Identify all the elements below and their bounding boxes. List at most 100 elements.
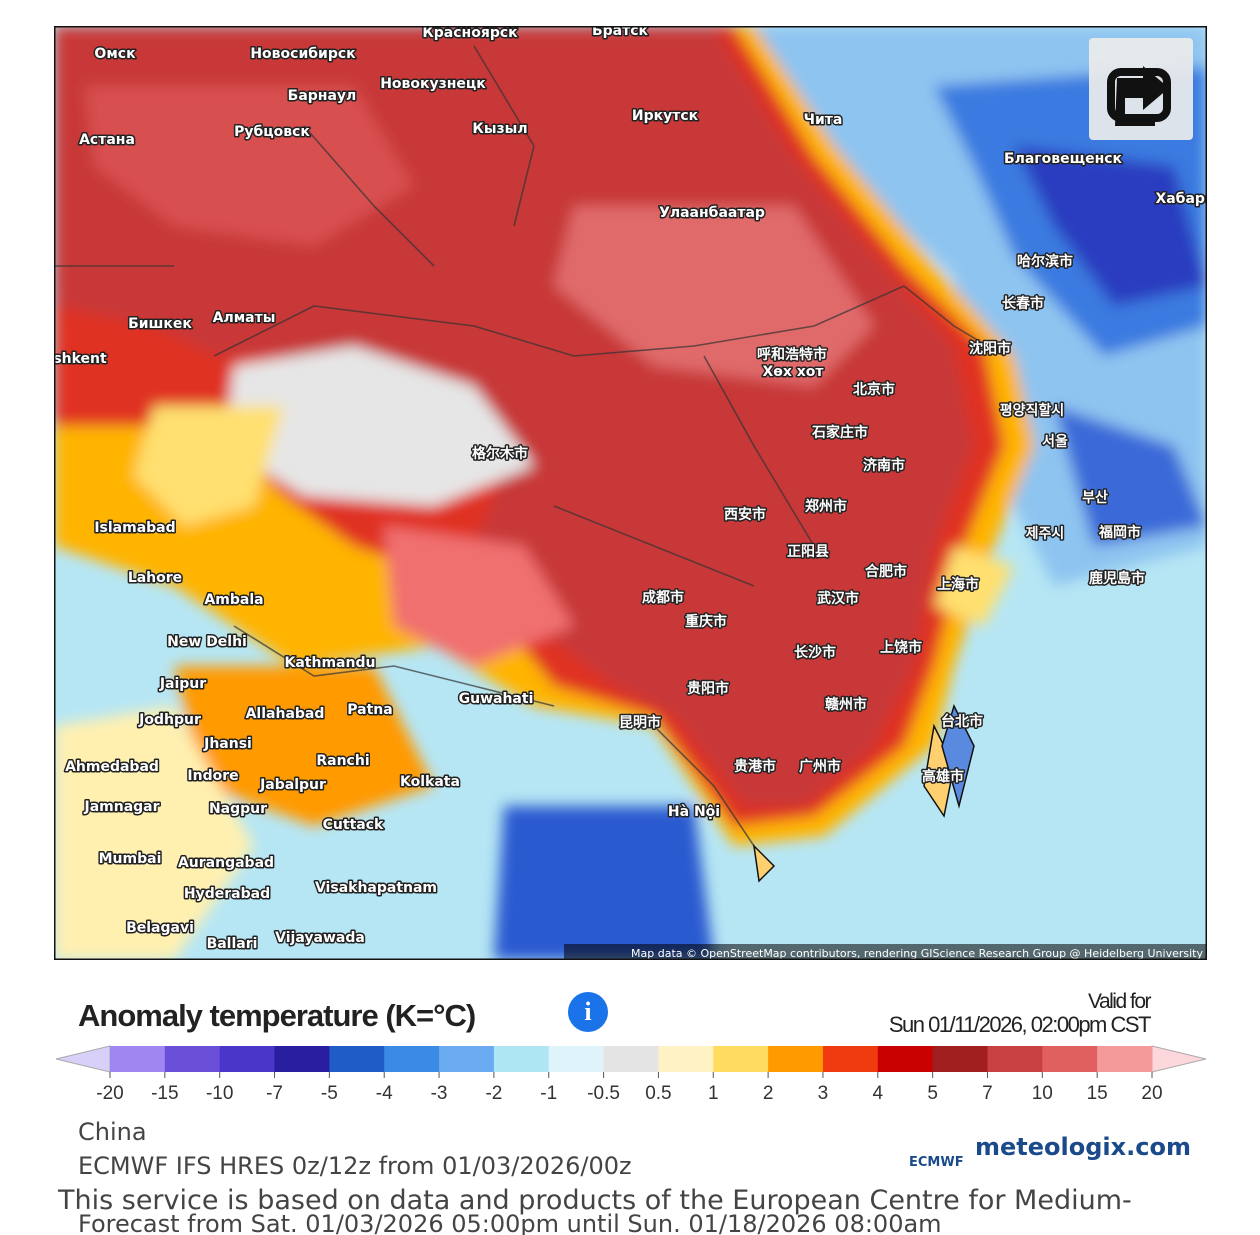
city-label: Islamabad <box>94 520 175 536</box>
city-label: 贵港市 <box>734 758 776 775</box>
city-label: 上饶市 <box>880 639 922 656</box>
tick-label: -1 <box>540 1083 557 1104</box>
city-label: 哈尔滨市 <box>1017 253 1073 270</box>
city-label: Vijayawada <box>275 930 365 946</box>
forecast-range: Forecast from Sat. 01/03/2026 05:00pm un… <box>78 1210 942 1235</box>
colorbar-segment <box>822 1046 879 1072</box>
city-label: Ahmedabad <box>65 759 159 775</box>
city-label: Allahabad <box>246 706 325 722</box>
tick-label: 7 <box>982 1083 993 1104</box>
city-label: Aurangabad <box>178 855 274 871</box>
city-label: 成都市 <box>642 589 684 606</box>
map-attribution: Map data © OpenStreetMap contributors, r… <box>631 947 1203 960</box>
city-label: 高雄市 <box>922 768 964 785</box>
city-label: Jamnagar <box>83 799 159 815</box>
city-label: 鹿児島市 <box>1088 570 1145 587</box>
city-label: 广州市 <box>799 758 841 775</box>
colorbar-segment <box>1097 1046 1153 1072</box>
colorbar-low-end <box>55 1045 111 1073</box>
colorbar-segment <box>384 1046 440 1072</box>
valid-label: Valid for <box>1088 990 1151 1013</box>
colorbar-segment <box>1042 1046 1098 1072</box>
tick-label: -15 <box>151 1083 178 1104</box>
city-label: 贵阳市 <box>687 680 729 697</box>
colorbar-segment <box>274 1046 330 1072</box>
city-label: Ambala <box>204 592 263 608</box>
colorbar-segment <box>164 1046 221 1072</box>
map: Омск Новосибирск Барнаул Новокузнецк Красноя… <box>54 26 1207 960</box>
city-label: 昆明市 <box>619 714 661 731</box>
city-label: Nagpur <box>209 801 267 817</box>
valid-time: Sun 01/11/2026, 02:00pm CST <box>888 1012 1152 1037</box>
tick-label: 15 <box>1087 1083 1108 1104</box>
city-label: 呼和浩特市 <box>757 346 827 363</box>
city-label: Hyderabad <box>184 886 270 902</box>
colorbar-segment <box>110 1046 166 1072</box>
tick-label: 10 <box>1032 1083 1053 1104</box>
city-label: Jabalpur <box>259 777 326 793</box>
city-label: Барнаул <box>288 88 357 104</box>
city-label: Новосибирск <box>250 46 356 62</box>
city-label: Красноярск <box>422 26 518 41</box>
city-label: Kolkata <box>400 774 460 790</box>
city-label: Guwahati <box>459 691 534 707</box>
brand-logo: meteologix.com <box>975 1133 1191 1161</box>
tick-label: -20 <box>96 1083 123 1104</box>
city-label: 부산 <box>1082 489 1108 506</box>
city-label: 武汉市 <box>817 590 859 607</box>
service-note: This service is based on data and produc… <box>58 1185 1132 1216</box>
city-label: Ranchi <box>316 753 369 769</box>
city-label: 长春市 <box>1002 295 1044 312</box>
city-label: shkent <box>54 351 107 367</box>
city-label: 郑州市 <box>805 498 847 515</box>
city-label: 台北市 <box>941 713 983 730</box>
colorbar-segment <box>548 1046 605 1072</box>
tick-label: -3 <box>431 1083 448 1104</box>
city-label: Indore <box>187 768 238 784</box>
colorbar-segment <box>932 1046 988 1072</box>
tick-label: -7 <box>266 1083 283 1104</box>
city-label: 제주시 <box>1026 526 1065 542</box>
city-label: 济南市 <box>863 457 905 474</box>
city-label: Братск <box>592 26 649 39</box>
city-label: 合肥市 <box>865 563 907 580</box>
city-label: Mumbai <box>99 851 162 867</box>
city-label: 北京市 <box>853 381 895 398</box>
city-label: Jodhpur <box>138 712 201 728</box>
city-label: Хөх хот <box>762 364 824 380</box>
city-label: Jaipur <box>159 676 206 692</box>
city-label: 福岡市 <box>1098 524 1141 541</box>
city-label: 沈阳市 <box>969 340 1011 357</box>
city-label: Kathmandu <box>285 655 376 671</box>
colorbar-segment <box>768 1046 824 1072</box>
city-label: Бишкек <box>128 316 192 332</box>
city-label: 上海市 <box>937 576 979 593</box>
city-label: 正阳县 <box>787 544 829 560</box>
city-label: Астана <box>79 132 135 148</box>
info-button[interactable]: i <box>568 992 608 1032</box>
city-label: 赣州市 <box>825 696 867 713</box>
city-label: 서울 <box>1042 433 1068 450</box>
city-label: 西安市 <box>724 506 766 523</box>
city-label: 长沙市 <box>794 644 836 661</box>
colorbar-segment <box>987 1046 1043 1072</box>
map-field <box>54 26 1207 960</box>
share-button[interactable] <box>1089 38 1193 140</box>
colorbar-segment <box>493 1046 550 1072</box>
city-label: Ballari <box>207 936 258 952</box>
city-label: Patna <box>347 702 392 718</box>
tick-label: 2 <box>763 1083 774 1104</box>
colorbar-segment <box>329 1046 385 1072</box>
city-label: New Delhi <box>167 634 247 650</box>
city-label: Алматы <box>213 310 276 326</box>
city-label: 石家庄市 <box>811 424 868 441</box>
tick-label: 1 <box>708 1083 719 1104</box>
legend-title: Anomaly temperature (K=°C) <box>78 998 476 1033</box>
region: China <box>78 1118 147 1146</box>
city-label: Cuttack <box>323 817 384 833</box>
city-label: 重庆市 <box>685 613 727 630</box>
tick-label: -5 <box>321 1083 338 1104</box>
city-label: Чита <box>804 112 843 128</box>
share-icon <box>1107 66 1171 126</box>
